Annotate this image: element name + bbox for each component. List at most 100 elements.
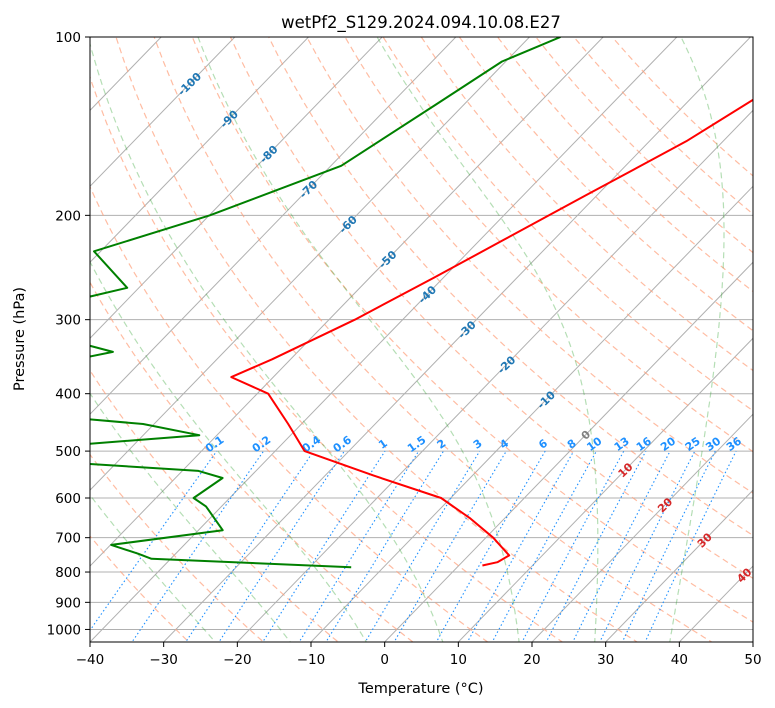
- x-axis-ticks: −40 −30 −20 −10 0 10 20 30 40 50: [76, 642, 762, 668]
- mixing-ratio-line: [491, 450, 597, 642]
- y-tick-label: 100: [55, 30, 81, 46]
- isotherm-line: [236, 109, 753, 642]
- moist-adiabat: [90, 494, 217, 642]
- isotherm-line: [531, 413, 753, 642]
- dry-adiabat: [90, 535, 190, 642]
- x-axis-label: Temperature (°C): [357, 681, 483, 697]
- y-tick-label: 300: [55, 313, 81, 329]
- isotherm-line: [90, 37, 383, 339]
- isotherm-label: -100: [175, 70, 204, 99]
- mixing-ratio-line: [262, 450, 386, 642]
- dry-adiabat: [496, 37, 753, 293]
- y-axis-label: Pressure (hPa): [12, 287, 28, 391]
- dry-adiabat: [268, 37, 753, 537]
- dry-adiabat: [153, 37, 713, 642]
- mixing-ratio-line: [298, 450, 420, 642]
- x-tick-label: −40: [76, 652, 105, 668]
- mixing-ratio-label: 1: [376, 437, 390, 452]
- dry-adiabat: [191, 37, 753, 623]
- dry-adiabat-lines: [90, 37, 753, 642]
- isotherm-line: [383, 261, 753, 642]
- mixing-ratio-line: [621, 450, 716, 642]
- isotherm-line: [162, 37, 752, 642]
- mixing-ratio-line: [325, 450, 444, 642]
- dry-adiabat: [611, 37, 753, 177]
- x-tick-label: 20: [523, 652, 540, 668]
- plot-frame: [89, 36, 754, 643]
- mixing-ratio-line: [185, 450, 314, 642]
- y-tick-label: 700: [55, 531, 81, 547]
- mixing-ratio-label: 6: [536, 437, 550, 452]
- isotherm-line: [604, 489, 753, 642]
- isotherm-line: [310, 185, 753, 642]
- mixing-ratio-label: 1.5: [405, 433, 428, 455]
- isotherm-line: [457, 337, 753, 642]
- y-tick-label: 200: [55, 208, 81, 224]
- dry-adiabat: [344, 37, 753, 453]
- moist-adiabat: [376, 37, 599, 642]
- dry-adiabat: [306, 37, 753, 494]
- isotherm-lines: [90, 37, 753, 642]
- x-tick-label: 40: [671, 652, 688, 668]
- isotherm-line: [90, 37, 678, 642]
- mixing-ratio-label: 2: [435, 437, 449, 452]
- y-axis-ticks: 100 200 300 400 500 600 700 800 900 1000: [47, 30, 90, 638]
- isotherm-line: [90, 37, 310, 263]
- moist-adiabat: [90, 260, 367, 642]
- plot-area: 0.1 0.2 0.4 0.6 1 1.5 2 3 4 6 8 10 13 16 20 25 30 36 -100…: [90, 37, 754, 642]
- x-tick-label: 10: [450, 652, 467, 668]
- mixing-ratio-line: [131, 450, 265, 642]
- mixing-ratio-label: 0.6: [331, 433, 355, 455]
- profile-line: [90, 37, 561, 569]
- mixing-ratio-label: 3: [471, 437, 485, 452]
- dry-adiabat: [90, 369, 340, 642]
- isotherm-line: [90, 37, 604, 567]
- profile-line: [230, 98, 753, 567]
- y-tick-label: 500: [55, 444, 81, 460]
- moist-adiabat: [669, 37, 725, 642]
- isotherm-line: [90, 37, 531, 491]
- y-tick-label: 900: [55, 595, 81, 611]
- dry-adiabat: [90, 185, 489, 642]
- x-tick-label: −10: [297, 652, 326, 668]
- mixing-ratio-line: [521, 450, 625, 642]
- isotherm-line: [90, 37, 457, 415]
- mixing-ratio-line: [466, 450, 575, 642]
- dry-adiabat: [90, 75, 564, 642]
- mixing-ratio-line: [218, 450, 345, 642]
- moist-adiabat: [90, 41, 444, 642]
- x-tick-label: 30: [597, 652, 614, 668]
- x-tick-label: −30: [149, 652, 178, 668]
- dry-adiabat: [535, 37, 753, 254]
- x-tick-label: 0: [380, 652, 389, 668]
- moist-adiabat: [90, 392, 292, 642]
- dry-adiabat: [458, 37, 753, 332]
- moist-adiabat-lines: [90, 37, 725, 642]
- dry-adiabat: [229, 37, 753, 580]
- isotherm-line: [90, 37, 162, 112]
- mixing-ratio-line: [435, 450, 546, 642]
- dry-adiabat: [90, 453, 265, 642]
- dry-adiabat: [90, 281, 414, 642]
- y-tick-label: 1000: [47, 622, 81, 638]
- y-tick-label: 800: [55, 565, 81, 581]
- x-tick-label: −20: [223, 652, 252, 668]
- isotherm-label: 40: [734, 565, 754, 585]
- mixing-ratio-line: [393, 450, 507, 642]
- isotherm-line: [90, 37, 236, 188]
- y-tick-label: 400: [55, 387, 81, 403]
- mixing-ratio-line: [644, 450, 737, 642]
- chart-title: wetPf2_S129.2024.094.10.08.E27: [281, 13, 561, 33]
- isotherm-line: [752, 641, 753, 642]
- isotherm-line: [678, 565, 753, 642]
- profile-series: [90, 37, 753, 569]
- isobar-grid: [90, 37, 753, 630]
- mixing-ratio-lines: [90, 450, 737, 642]
- mixing-ratio-label: 0.4: [300, 433, 324, 455]
- y-tick-label: 600: [55, 491, 81, 507]
- dry-adiabat: [382, 37, 753, 412]
- mixing-ratio-line: [364, 450, 481, 642]
- mixing-ratio-labels: 0.1 0.2 0.4 0.6 1 1.5 2 3 4 6 8 10 13 16 20 25 30 36: [203, 433, 744, 455]
